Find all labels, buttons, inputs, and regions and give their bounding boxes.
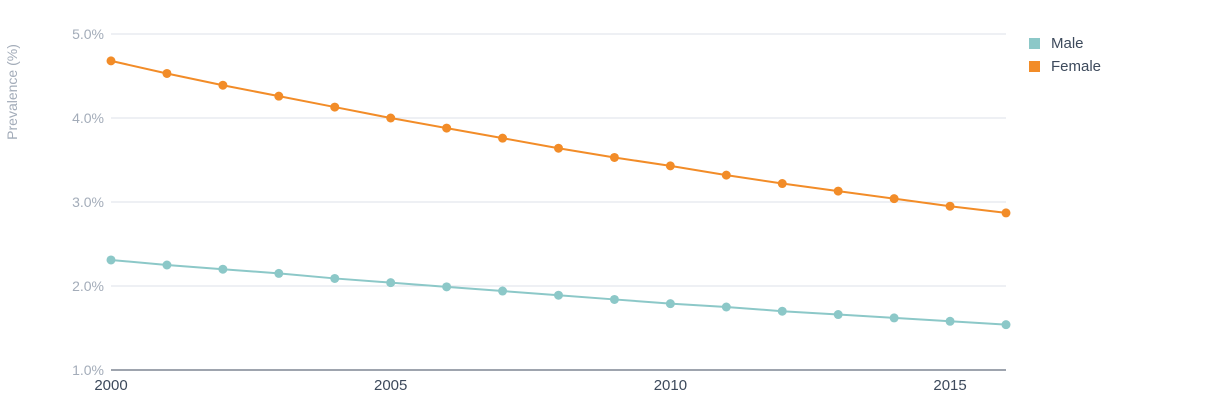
legend-item-male[interactable]: Male bbox=[1029, 35, 1084, 52]
data-point-female[interactable] bbox=[665, 161, 675, 171]
x-tick-label: 2015 bbox=[933, 377, 966, 394]
data-point-male[interactable] bbox=[609, 294, 619, 304]
data-point-male[interactable] bbox=[554, 290, 563, 300]
y-axis-title: Prevalence (%) bbox=[4, 44, 20, 140]
data-point-male[interactable] bbox=[274, 268, 284, 278]
x-tick-label: 2000 bbox=[94, 377, 127, 394]
y-tick-label: 2.0% bbox=[72, 278, 104, 294]
series-male bbox=[106, 255, 1011, 330]
series-line-female bbox=[110, 59, 1007, 214]
data-point-male[interactable] bbox=[721, 302, 731, 312]
series-lines bbox=[106, 56, 1011, 330]
data-point-male[interactable] bbox=[889, 313, 899, 323]
data-point-male[interactable] bbox=[945, 316, 955, 326]
data-point-male[interactable] bbox=[106, 255, 116, 265]
data-point-male[interactable] bbox=[218, 264, 228, 274]
data-point-female[interactable] bbox=[945, 201, 955, 211]
data-point-female[interactable] bbox=[498, 133, 508, 143]
data-point-male[interactable] bbox=[442, 282, 452, 292]
x-tick-label: 2010 bbox=[654, 377, 687, 394]
legend-item-female[interactable]: Female bbox=[1029, 58, 1101, 75]
y-axis-tick-labels: 1.0% 2.0% 3.0% 4.0% 5.0% bbox=[72, 26, 104, 378]
x-tick-label: 2005 bbox=[374, 377, 407, 394]
data-point-female[interactable] bbox=[721, 170, 731, 180]
data-point-female[interactable] bbox=[889, 194, 899, 204]
data-point-male[interactable] bbox=[777, 306, 787, 316]
data-point-male[interactable] bbox=[386, 278, 396, 288]
data-point-male[interactable] bbox=[330, 273, 340, 283]
legend-label: Female bbox=[1051, 58, 1101, 75]
data-point-female[interactable] bbox=[162, 68, 172, 78]
data-point-male[interactable] bbox=[498, 286, 508, 296]
data-point-male[interactable] bbox=[162, 260, 172, 270]
data-point-female[interactable] bbox=[777, 179, 787, 189]
data-point-male[interactable] bbox=[665, 299, 675, 309]
data-point-female[interactable] bbox=[106, 56, 116, 66]
data-point-female[interactable] bbox=[609, 152, 619, 162]
data-point-female[interactable] bbox=[442, 123, 452, 133]
y-tick-label: 4.0% bbox=[72, 110, 104, 126]
data-point-female[interactable] bbox=[833, 186, 843, 196]
data-point-female[interactable] bbox=[1001, 208, 1011, 218]
gridlines bbox=[111, 33, 1006, 371]
series-female bbox=[106, 56, 1011, 218]
y-tick-label: 1.0% bbox=[72, 362, 104, 378]
legend-label: Male bbox=[1051, 35, 1084, 52]
legend-swatch bbox=[1029, 38, 1040, 49]
data-point-female[interactable] bbox=[386, 113, 396, 123]
data-point-male[interactable] bbox=[1001, 320, 1011, 330]
x-axis-tick-labels: 2000 2005 2010 2015 bbox=[94, 377, 966, 394]
y-tick-label: 3.0% bbox=[72, 194, 104, 210]
y-tick-label: 5.0% bbox=[72, 26, 104, 42]
data-point-male[interactable] bbox=[833, 310, 843, 320]
data-point-female[interactable] bbox=[554, 143, 563, 153]
data-point-female[interactable] bbox=[330, 102, 340, 112]
data-point-female[interactable] bbox=[274, 91, 284, 101]
data-point-female[interactable] bbox=[218, 80, 228, 90]
legend: Male Female bbox=[1029, 35, 1101, 75]
legend-swatch bbox=[1029, 61, 1040, 72]
